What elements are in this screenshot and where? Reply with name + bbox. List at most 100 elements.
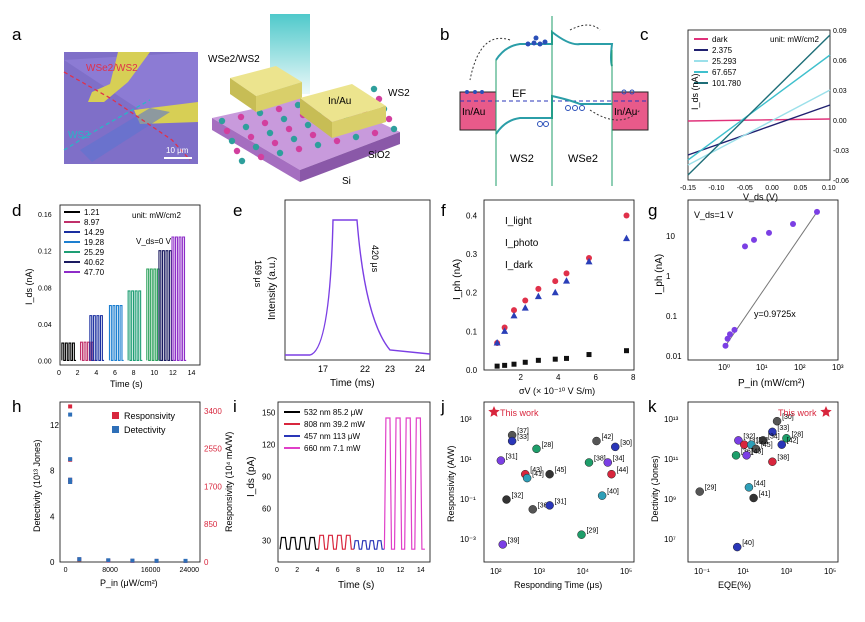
atom xyxy=(252,143,260,151)
chart-k-frame xyxy=(687,401,839,563)
chart-j-xtick: 10⁵ xyxy=(620,567,632,576)
chart-c-xtick: -0.15 xyxy=(680,185,696,192)
chart-g-xtick: 10³ xyxy=(832,363,844,372)
panel-label-j: j xyxy=(440,397,445,416)
atom xyxy=(385,115,393,123)
chart-j-ref-label: [40] xyxy=(607,489,619,496)
chart-j-xlabel: Responding Time (μs) xyxy=(514,580,602,590)
atom xyxy=(294,101,302,109)
chart-k-point xyxy=(768,427,777,437)
chart-e-xlabel: Time (ms) xyxy=(330,378,375,389)
chart-f-point xyxy=(563,277,570,284)
chart-j-ref-label: [41] xyxy=(532,471,544,478)
chart-c-ytick: -0.03 xyxy=(833,148,849,155)
atom xyxy=(352,133,360,141)
chart-f-point xyxy=(586,352,592,358)
chart-h-detectivity-point xyxy=(106,558,111,563)
chart-j-ref-label: [38] xyxy=(594,455,606,462)
chart-e-annotation: 420 μs xyxy=(370,245,380,273)
micro-label-ws2: WS2 xyxy=(68,130,90,141)
chart-c-ytick: 0.03 xyxy=(833,88,847,95)
chart-f-point xyxy=(535,285,542,292)
chart-h-legend-label: Responsivity xyxy=(124,411,176,421)
chart-e-xtick: 17 xyxy=(318,364,328,374)
chart-j-point xyxy=(522,473,532,483)
chart-j-xtick: 10² xyxy=(490,567,502,576)
chart-f-point xyxy=(564,355,569,361)
chart-i-trace xyxy=(353,540,385,550)
atom xyxy=(228,137,236,145)
chart-k-xtick: 10¹ xyxy=(737,567,749,576)
chart-k-ref-label: [41] xyxy=(759,491,771,498)
chart-h-ytick-left: 12 xyxy=(50,421,59,430)
chart-k-ytick: 10¹³ xyxy=(664,415,679,424)
chart-e-trace xyxy=(285,219,431,356)
chart-e-xtick: 22 xyxy=(360,364,370,374)
chart-f-point xyxy=(511,307,517,314)
chart-g-point xyxy=(751,236,757,243)
chart-j-ref-label: [33] xyxy=(517,434,529,441)
chart-f-ytick: 0.0 xyxy=(466,366,478,375)
chart-c-ytick: 0.00 xyxy=(833,118,847,125)
atom xyxy=(333,137,341,145)
device-label-hetero: WSe2/WS2 xyxy=(208,54,260,65)
atom xyxy=(280,115,288,123)
chart-j-ref-label: [39] xyxy=(508,537,520,544)
chart-i-xtick: 2 xyxy=(295,567,299,574)
chart-j-ref-label: [29] xyxy=(587,528,599,535)
chart-k-ref-label: [45] xyxy=(761,442,773,449)
atom xyxy=(266,129,274,137)
chart-c-ylabel: I_ds (nA) xyxy=(690,73,700,110)
chart-f-legend-label: I_dark xyxy=(505,260,534,271)
chart-g-xtick: 10⁰ xyxy=(718,363,730,372)
chart-f-point xyxy=(623,212,630,219)
chart-j-ytick: 10⁻³ xyxy=(460,535,476,544)
chart-d-trace xyxy=(79,341,95,361)
chart-d-xlabel: Time (s) xyxy=(110,379,143,389)
chart-f-point xyxy=(501,327,509,334)
band-diagram: In/Au In/Au EF WS2 WSe2 xyxy=(459,16,649,186)
chart-f-legend-label: I_photo xyxy=(505,238,539,249)
chart-k-ref-label: [43] xyxy=(752,448,764,455)
device-label-ws2: WS2 xyxy=(388,88,410,99)
chart-i-legend-label: 660 nm 7.1 mW xyxy=(304,444,361,453)
chart-c-line xyxy=(687,118,831,122)
chart-i-trace xyxy=(383,417,425,550)
chart-j-ytick: 10¹ xyxy=(460,455,472,464)
atom xyxy=(314,141,322,149)
panel-label-f: f xyxy=(441,201,446,220)
chart-d-legend-label: 40.62 xyxy=(84,258,105,267)
chart-h-legend-swatch xyxy=(112,426,119,433)
chart-c-xtick: 0.10 xyxy=(822,185,836,192)
chart-layer: dark 2.375 25.293 67.657 101.780 -0.15 -0.10 -0… xyxy=(24,28,849,591)
chart-c-ytick: 0.06 xyxy=(833,58,847,65)
chart-h-xtick: 8000 xyxy=(102,567,118,574)
chart-f-frame xyxy=(483,199,635,371)
chart-c-legend-label: dark xyxy=(712,35,729,44)
chart-d-xtick: 2 xyxy=(76,370,80,377)
chart-g-ytick: 1 xyxy=(666,272,671,281)
chart-g-note: V_ds=1 V xyxy=(694,210,733,220)
band-contact-right: In/Au xyxy=(614,107,637,118)
chart-g-point xyxy=(742,243,748,250)
atom xyxy=(257,153,265,161)
chart-f-point xyxy=(563,270,570,277)
chart-f-point xyxy=(510,311,518,319)
atom xyxy=(371,129,379,137)
chart-g-point xyxy=(731,326,738,333)
chart-k-ref-label: [34] xyxy=(768,433,780,440)
chart-i-trace xyxy=(279,536,319,550)
chart-f-point xyxy=(585,257,593,265)
chart-j-point xyxy=(502,495,511,504)
atom xyxy=(247,133,255,141)
chart-i-ytick: 60 xyxy=(262,505,271,514)
chart-d-trace xyxy=(89,315,105,361)
chart-i-legend-label: 808 nm 39.2 mW xyxy=(304,420,365,429)
chart-c-line xyxy=(687,34,831,176)
chart-h-ytick-right: 850 xyxy=(204,520,218,529)
chart-j-point xyxy=(532,444,541,454)
chart-c-xtick: -0.05 xyxy=(737,185,753,192)
chart-f-point xyxy=(493,338,501,346)
atom xyxy=(238,157,246,165)
